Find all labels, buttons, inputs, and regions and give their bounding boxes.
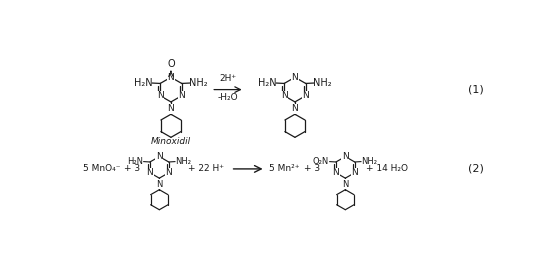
Text: N: N xyxy=(147,168,153,177)
Text: N: N xyxy=(292,73,298,82)
Text: N: N xyxy=(332,168,339,177)
Text: NH₂: NH₂ xyxy=(362,157,377,166)
Text: 2H⁺: 2H⁺ xyxy=(219,74,236,83)
Text: N: N xyxy=(168,73,174,82)
Text: N: N xyxy=(178,91,185,100)
Text: NH₂: NH₂ xyxy=(190,78,208,88)
Text: + 3: + 3 xyxy=(124,164,140,174)
Text: N: N xyxy=(156,152,163,161)
Text: + 14 H₂O: + 14 H₂O xyxy=(366,164,408,174)
Text: O₂N: O₂N xyxy=(312,157,329,166)
Text: O: O xyxy=(167,59,175,69)
Text: -H₂O: -H₂O xyxy=(218,93,238,103)
Text: N: N xyxy=(156,180,162,189)
Text: Minoxidil: Minoxidil xyxy=(151,137,191,146)
Text: + 22 H⁺: + 22 H⁺ xyxy=(188,164,224,174)
Text: N: N xyxy=(342,152,349,161)
Text: N: N xyxy=(281,91,288,100)
Text: N: N xyxy=(292,104,298,113)
Text: (2): (2) xyxy=(469,164,484,174)
Text: NH₂: NH₂ xyxy=(313,78,332,88)
Text: N: N xyxy=(157,91,163,100)
Text: 5 MnO₄⁻: 5 MnO₄⁻ xyxy=(84,164,121,174)
Text: N: N xyxy=(302,91,309,100)
Text: (1): (1) xyxy=(469,85,484,95)
Text: N: N xyxy=(342,180,349,189)
Text: H₂N: H₂N xyxy=(258,78,276,88)
Text: N: N xyxy=(168,104,174,113)
Text: 5 Mn²⁺: 5 Mn²⁺ xyxy=(269,164,300,174)
Text: N: N xyxy=(166,168,172,177)
Text: H₂N: H₂N xyxy=(127,157,143,166)
Text: NH₂: NH₂ xyxy=(175,157,192,166)
Text: N: N xyxy=(351,168,358,177)
Text: + 3: + 3 xyxy=(304,164,320,174)
Text: H₂N: H₂N xyxy=(134,78,153,88)
